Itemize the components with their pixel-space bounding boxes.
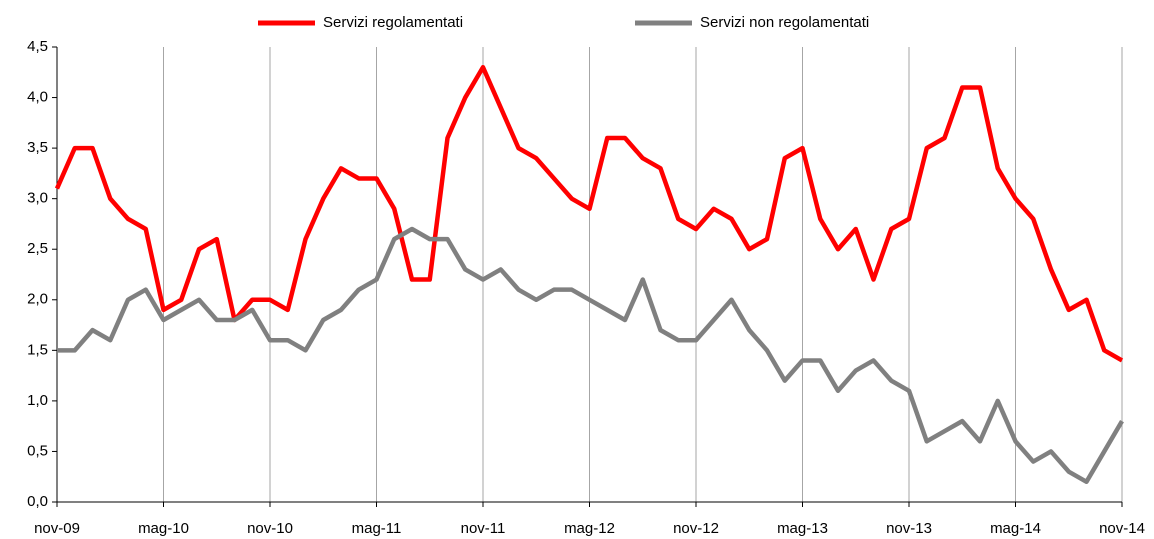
y-tick-label: 4,0 bbox=[27, 89, 48, 106]
x-tick-label: nov-14 bbox=[1099, 520, 1145, 537]
y-tick-label: 2,0 bbox=[27, 291, 48, 308]
y-tick-label: 4,5 bbox=[27, 38, 48, 55]
x-tick-label: nov-12 bbox=[673, 520, 719, 537]
x-tick-label: mag-14 bbox=[990, 520, 1041, 537]
x-tick-label: nov-10 bbox=[247, 520, 293, 537]
y-tick-label: 1,0 bbox=[27, 392, 48, 409]
x-tick-label: nov-13 bbox=[886, 520, 932, 537]
y-tick-label: 2,5 bbox=[27, 240, 48, 257]
series-line bbox=[57, 226, 1124, 485]
y-tick-label: 0,0 bbox=[27, 493, 48, 510]
x-tick-label: mag-11 bbox=[352, 520, 402, 537]
legend-label: Servizi non regolamentati bbox=[700, 14, 869, 31]
x-tick-label: nov-09 bbox=[34, 520, 80, 537]
y-tick-label: 0,5 bbox=[27, 442, 48, 459]
x-tick-label: mag-13 bbox=[777, 520, 828, 537]
x-tick-label: nov-11 bbox=[461, 520, 506, 537]
y-tick-label: 3,0 bbox=[27, 190, 48, 207]
y-tick-label: 3,5 bbox=[27, 139, 48, 156]
x-tick-label: mag-10 bbox=[138, 520, 189, 537]
x-tick-label: mag-12 bbox=[564, 520, 615, 537]
legend-label: Servizi regolamentati bbox=[323, 14, 463, 31]
y-tick-label: 1,5 bbox=[27, 341, 48, 358]
